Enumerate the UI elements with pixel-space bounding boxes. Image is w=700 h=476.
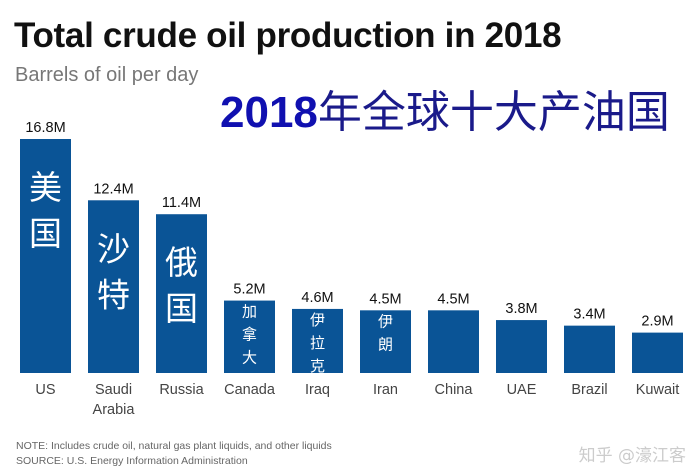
- watermark: 知乎 @濠江客: [578, 446, 686, 466]
- category-label: Arabia: [93, 402, 136, 418]
- chart-title: Total crude oil production in 2018: [14, 16, 562, 55]
- bar-value-label: 4.5M: [437, 291, 469, 307]
- overlay-text: 年全球十大产油国: [317, 87, 670, 138]
- chinese-overlay-caption: 2018年全球十大产油国: [220, 76, 670, 140]
- category-label: Brazil: [571, 382, 607, 398]
- bar-value-label: 3.8M: [505, 301, 537, 317]
- bar-annotation: 伊: [310, 312, 325, 329]
- bar-value-label: 12.4M: [93, 181, 133, 197]
- bar-annotation: 拉: [310, 335, 325, 352]
- category-label: Saudi: [95, 382, 132, 398]
- bar-annotation: 沙: [97, 230, 130, 267]
- bar: [632, 332, 683, 373]
- category-label: US: [35, 382, 55, 398]
- bar-value-label: 5.2M: [233, 282, 265, 298]
- bar-annotation: 美: [29, 169, 62, 206]
- bar: [428, 310, 479, 373]
- bar-annotation: 国: [165, 290, 198, 327]
- bar-annotation: 克: [310, 358, 325, 375]
- category-label: Russia: [159, 382, 204, 398]
- bar: [88, 200, 139, 373]
- bar-annotation: 伊: [378, 313, 393, 330]
- bar: [156, 214, 207, 373]
- bar-annotation: 国: [29, 215, 62, 252]
- bar-annotation: 拿: [242, 326, 257, 344]
- bar-annotation: 加: [242, 304, 257, 321]
- chart-subtitle: Barrels of oil per day: [15, 64, 199, 86]
- bar-annotation: 朗: [378, 336, 393, 353]
- bar-value-label: 4.6M: [301, 290, 333, 306]
- bar-annotation: 俄: [165, 244, 198, 281]
- bar-value-label: 4.5M: [369, 291, 401, 307]
- bar: [564, 325, 615, 373]
- category-label: UAE: [507, 382, 537, 398]
- category-label: Iraq: [305, 382, 330, 398]
- bar-value-label: 11.4M: [162, 195, 201, 211]
- bar-annotation: 大: [242, 350, 257, 367]
- bar-annotation: 特: [97, 276, 130, 313]
- chart-source: SOURCE: U.S. Energy Information Administ…: [16, 455, 248, 467]
- bar-value-label: 3.4M: [573, 307, 605, 323]
- category-label: Iran: [373, 382, 398, 398]
- bar-value-label: 16.8M: [25, 120, 65, 136]
- bar: [224, 300, 275, 373]
- category-label: China: [435, 382, 474, 398]
- bar: [292, 308, 343, 373]
- bar: [20, 139, 71, 373]
- chart-note: NOTE: Includes crude oil, natural gas pl…: [16, 440, 332, 452]
- overlay-year: 2018: [220, 88, 318, 137]
- category-label: Kuwait: [636, 382, 680, 398]
- bar: [496, 320, 547, 373]
- category-label: Canada: [224, 382, 276, 398]
- bar-value-label: 2.9M: [641, 314, 673, 330]
- bar: [360, 310, 411, 373]
